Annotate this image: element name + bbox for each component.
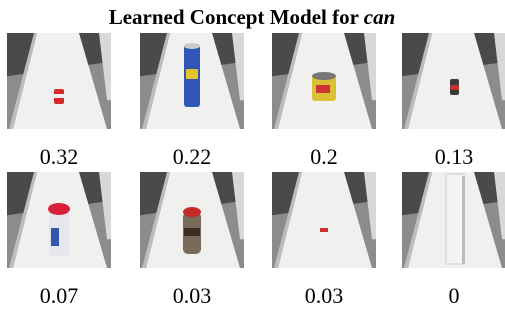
- figure-title: Learned Concept Model for can: [109, 5, 396, 29]
- score-label: 0.03: [305, 283, 344, 308]
- figure: Learned Concept Model for can 0.32 0.22 0.…: [0, 0, 505, 318]
- photo: [402, 172, 505, 268]
- score-label: 0.22: [173, 144, 212, 169]
- score-label: 0.07: [40, 283, 79, 308]
- photo: [7, 33, 111, 129]
- object-detail: [450, 85, 459, 90]
- object-detail: [51, 228, 59, 246]
- object-lid: [184, 43, 200, 49]
- object-lid: [320, 228, 328, 232]
- object-detail: [184, 228, 200, 236]
- object-shadow: [462, 176, 465, 264]
- object-detail: [316, 85, 330, 93]
- page: Learned Concept Model for can 0.32 0.22 0.…: [0, 0, 505, 318]
- title-emphasis: can: [364, 5, 396, 29]
- object-lid: [183, 207, 201, 217]
- object-lid: [48, 203, 70, 215]
- score-label: 0: [449, 283, 460, 308]
- object-lid: [312, 72, 336, 80]
- score-label: 0.03: [173, 283, 212, 308]
- photo: [272, 172, 376, 268]
- photo: [272, 33, 376, 129]
- object-detail: [186, 69, 198, 79]
- object: [446, 174, 464, 264]
- object-detail: [54, 94, 64, 98]
- photo: [7, 172, 111, 268]
- photo: [140, 33, 244, 129]
- photo: [402, 33, 505, 129]
- score-label: 0.2: [310, 144, 338, 169]
- photo: [140, 172, 244, 268]
- title-text: Learned Concept Model for: [109, 5, 359, 29]
- score-label: 0.32: [40, 144, 79, 169]
- score-label: 0.13: [435, 144, 474, 169]
